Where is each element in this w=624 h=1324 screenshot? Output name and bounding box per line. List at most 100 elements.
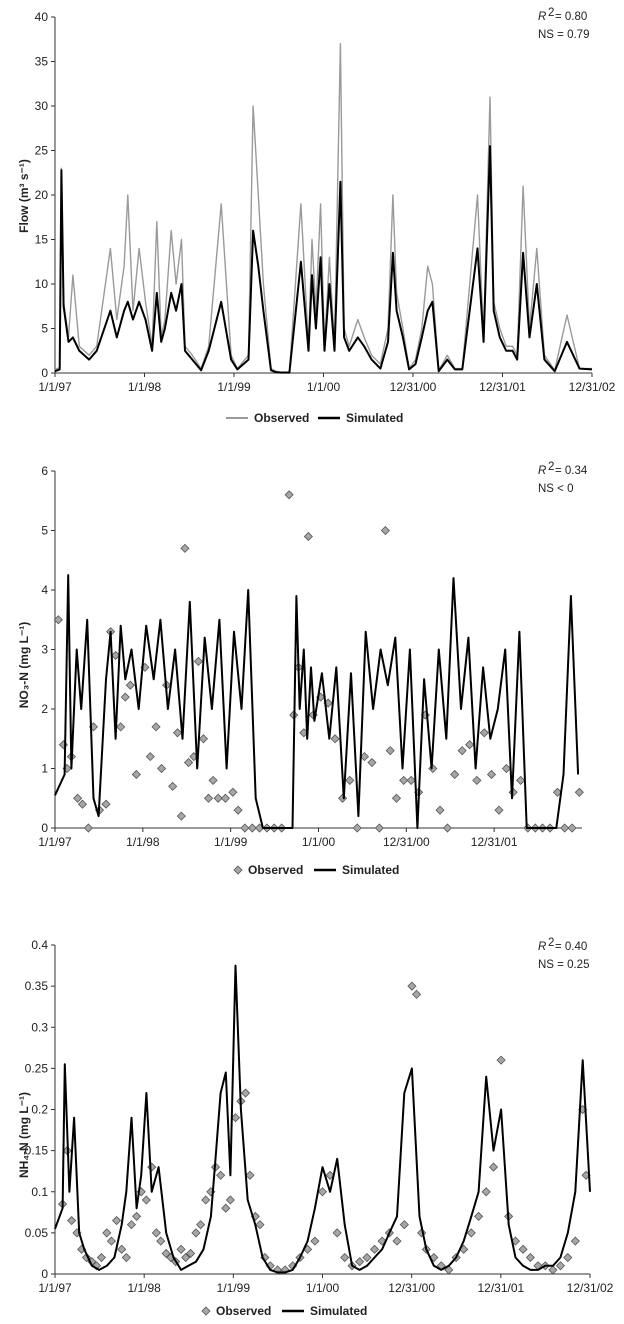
- nh4-legend: Observed Simulated: [201, 1304, 367, 1318]
- nh4-observed-point: [245, 1170, 255, 1180]
- nh4-y-tick-label: 0.2: [31, 1103, 48, 1117]
- nh4-observed-point: [161, 1248, 171, 1259]
- nh4-y-tick-label: 0.15: [25, 1144, 49, 1158]
- no3-observed-point: [391, 793, 402, 803]
- nh4-observed-point: [196, 1220, 206, 1230]
- nh4-x-tick-label: 12/31/01: [477, 1281, 524, 1295]
- flow-r2-value: = 0.80: [555, 11, 587, 23]
- no3-observed-point: [337, 793, 348, 803]
- no3-r2-value: = 0.34: [555, 465, 588, 477]
- no3-legend-simulated-label: Simulated: [342, 863, 399, 877]
- nh4-observed-point: [216, 1170, 226, 1180]
- no3-panel: NO₃-N (mg L⁻¹) R 2 = 0.34 NS < 0 Observe…: [17, 461, 588, 877]
- no3-x-tick-label: 12/31/01: [471, 835, 518, 849]
- nh4-x-tick-label: 1/1/00: [306, 1281, 340, 1295]
- no3-observed-point: [560, 823, 570, 833]
- no3-observed-point: [172, 728, 183, 738]
- nh4-y-tick-label: 0.1: [31, 1185, 48, 1199]
- no3-legend-observed-swatch: [233, 865, 243, 875]
- no3-observed-point: [83, 823, 94, 833]
- no3-observed-point: [240, 823, 250, 833]
- no3-observed-point: [101, 799, 111, 809]
- no3-observed-point: [180, 543, 190, 553]
- flow-y-tick-label: 5: [41, 322, 48, 336]
- nh4-observed-point: [407, 981, 417, 991]
- nh4-y-axis-label: NH₄-N (mg L⁻¹): [17, 1092, 31, 1178]
- no3-observed-point: [374, 823, 384, 833]
- nh4-panel: NH₄-N (mg L⁻¹) R 2 = 0.40 NS = 0.25 Obse…: [17, 937, 614, 1318]
- nh4-observed-point: [369, 1244, 380, 1254]
- flow-y-tick-label: 15: [35, 233, 49, 247]
- no3-observed-point: [457, 746, 467, 756]
- nh4-x-tick-label: 12/31/02: [567, 1281, 614, 1295]
- flow-y-tick-label: 20: [35, 188, 49, 202]
- nh4-observed-point: [96, 1252, 106, 1263]
- nh4-observed-point: [548, 1265, 558, 1275]
- nh4-y-tick-label: 0.4: [31, 938, 48, 952]
- nh4-observed-point: [111, 1215, 122, 1226]
- nh4-observed-point: [555, 1261, 566, 1271]
- nh4-observed-point: [176, 1244, 186, 1254]
- nh4-observed-point: [518, 1244, 528, 1254]
- no3-observed-point: [472, 775, 482, 785]
- no3-y-tick-label: 5: [41, 524, 48, 538]
- nh4-observed-point: [563, 1252, 573, 1263]
- nh4-ns-stat: NS = 0.25: [538, 959, 589, 971]
- nh4-observed-point: [221, 1203, 231, 1213]
- nh4-y-tick-label: 0.05: [25, 1226, 49, 1240]
- no3-observed-point: [380, 525, 390, 536]
- no3-observed-point: [116, 722, 126, 732]
- no3-observed-point: [125, 680, 135, 690]
- nh4-observed-point: [488, 1162, 499, 1172]
- no3-observed-point: [198, 734, 209, 744]
- no3-observed-point: [367, 757, 377, 768]
- nh4-observed-point: [106, 1236, 116, 1246]
- no3-observed-point: [183, 757, 194, 768]
- nh4-observed-point: [272, 1265, 283, 1275]
- nh4-observed-point: [186, 1248, 196, 1259]
- nh4-observed-point: [310, 1236, 320, 1246]
- nh4-observed-point: [525, 1252, 535, 1263]
- nh4-observed-point: [417, 1228, 427, 1238]
- no3-observed-point: [494, 805, 504, 815]
- nh4-observed-point: [411, 989, 422, 999]
- no3-observed-point: [73, 793, 83, 803]
- no3-r2-sup: 2: [548, 461, 554, 473]
- no3-observed-point: [567, 823, 577, 833]
- no3-y-tick-label: 3: [41, 643, 48, 657]
- no3-observed-point: [157, 763, 167, 774]
- nh4-observed-point: [121, 1252, 131, 1263]
- nh4-observed-point: [91, 1261, 102, 1271]
- flow-r2-label: R: [538, 11, 546, 23]
- flow-legend-simulated-label: Simulated: [346, 411, 403, 425]
- nh4-observed-point: [181, 1252, 191, 1263]
- no3-observed-point: [208, 775, 218, 785]
- no3-observed-point: [345, 775, 355, 785]
- nh4-legend-simulated-label: Simulated: [310, 1304, 367, 1318]
- nh4-observed-point: [147, 1162, 157, 1172]
- no3-observed-point: [77, 799, 87, 809]
- no3-observed-point: [303, 531, 313, 542]
- flow-x-tick-label: 12/31/00: [390, 380, 437, 394]
- no3-observed-point: [233, 805, 243, 815]
- nh4-observed-point: [481, 1187, 491, 1197]
- no3-observed-point: [435, 805, 445, 815]
- nh4-observed-point: [340, 1252, 350, 1263]
- nh4-observed-point: [141, 1195, 151, 1205]
- flow-y-tick-label: 0: [41, 366, 48, 380]
- nh4-observed-point: [332, 1228, 342, 1238]
- no3-x-tick-label: 1/1/00: [302, 835, 336, 849]
- nh4-observed-point: [317, 1187, 328, 1197]
- nh4-observed-point: [280, 1265, 290, 1275]
- nh4-r2-value: = 0.40: [555, 941, 587, 953]
- nh4-observed-point: [392, 1236, 402, 1246]
- nh4-y-tick-label: 0.3: [31, 1020, 48, 1034]
- nh4-r2-sup: 2: [548, 937, 554, 949]
- no3-observed-point: [203, 793, 214, 803]
- nh4-r2-label: R: [538, 941, 546, 953]
- nh4-observed-point: [126, 1220, 137, 1230]
- no3-y-tick-label: 1: [41, 762, 48, 776]
- no3-observed-point: [399, 775, 409, 785]
- flow-y-tick-label: 30: [35, 99, 49, 113]
